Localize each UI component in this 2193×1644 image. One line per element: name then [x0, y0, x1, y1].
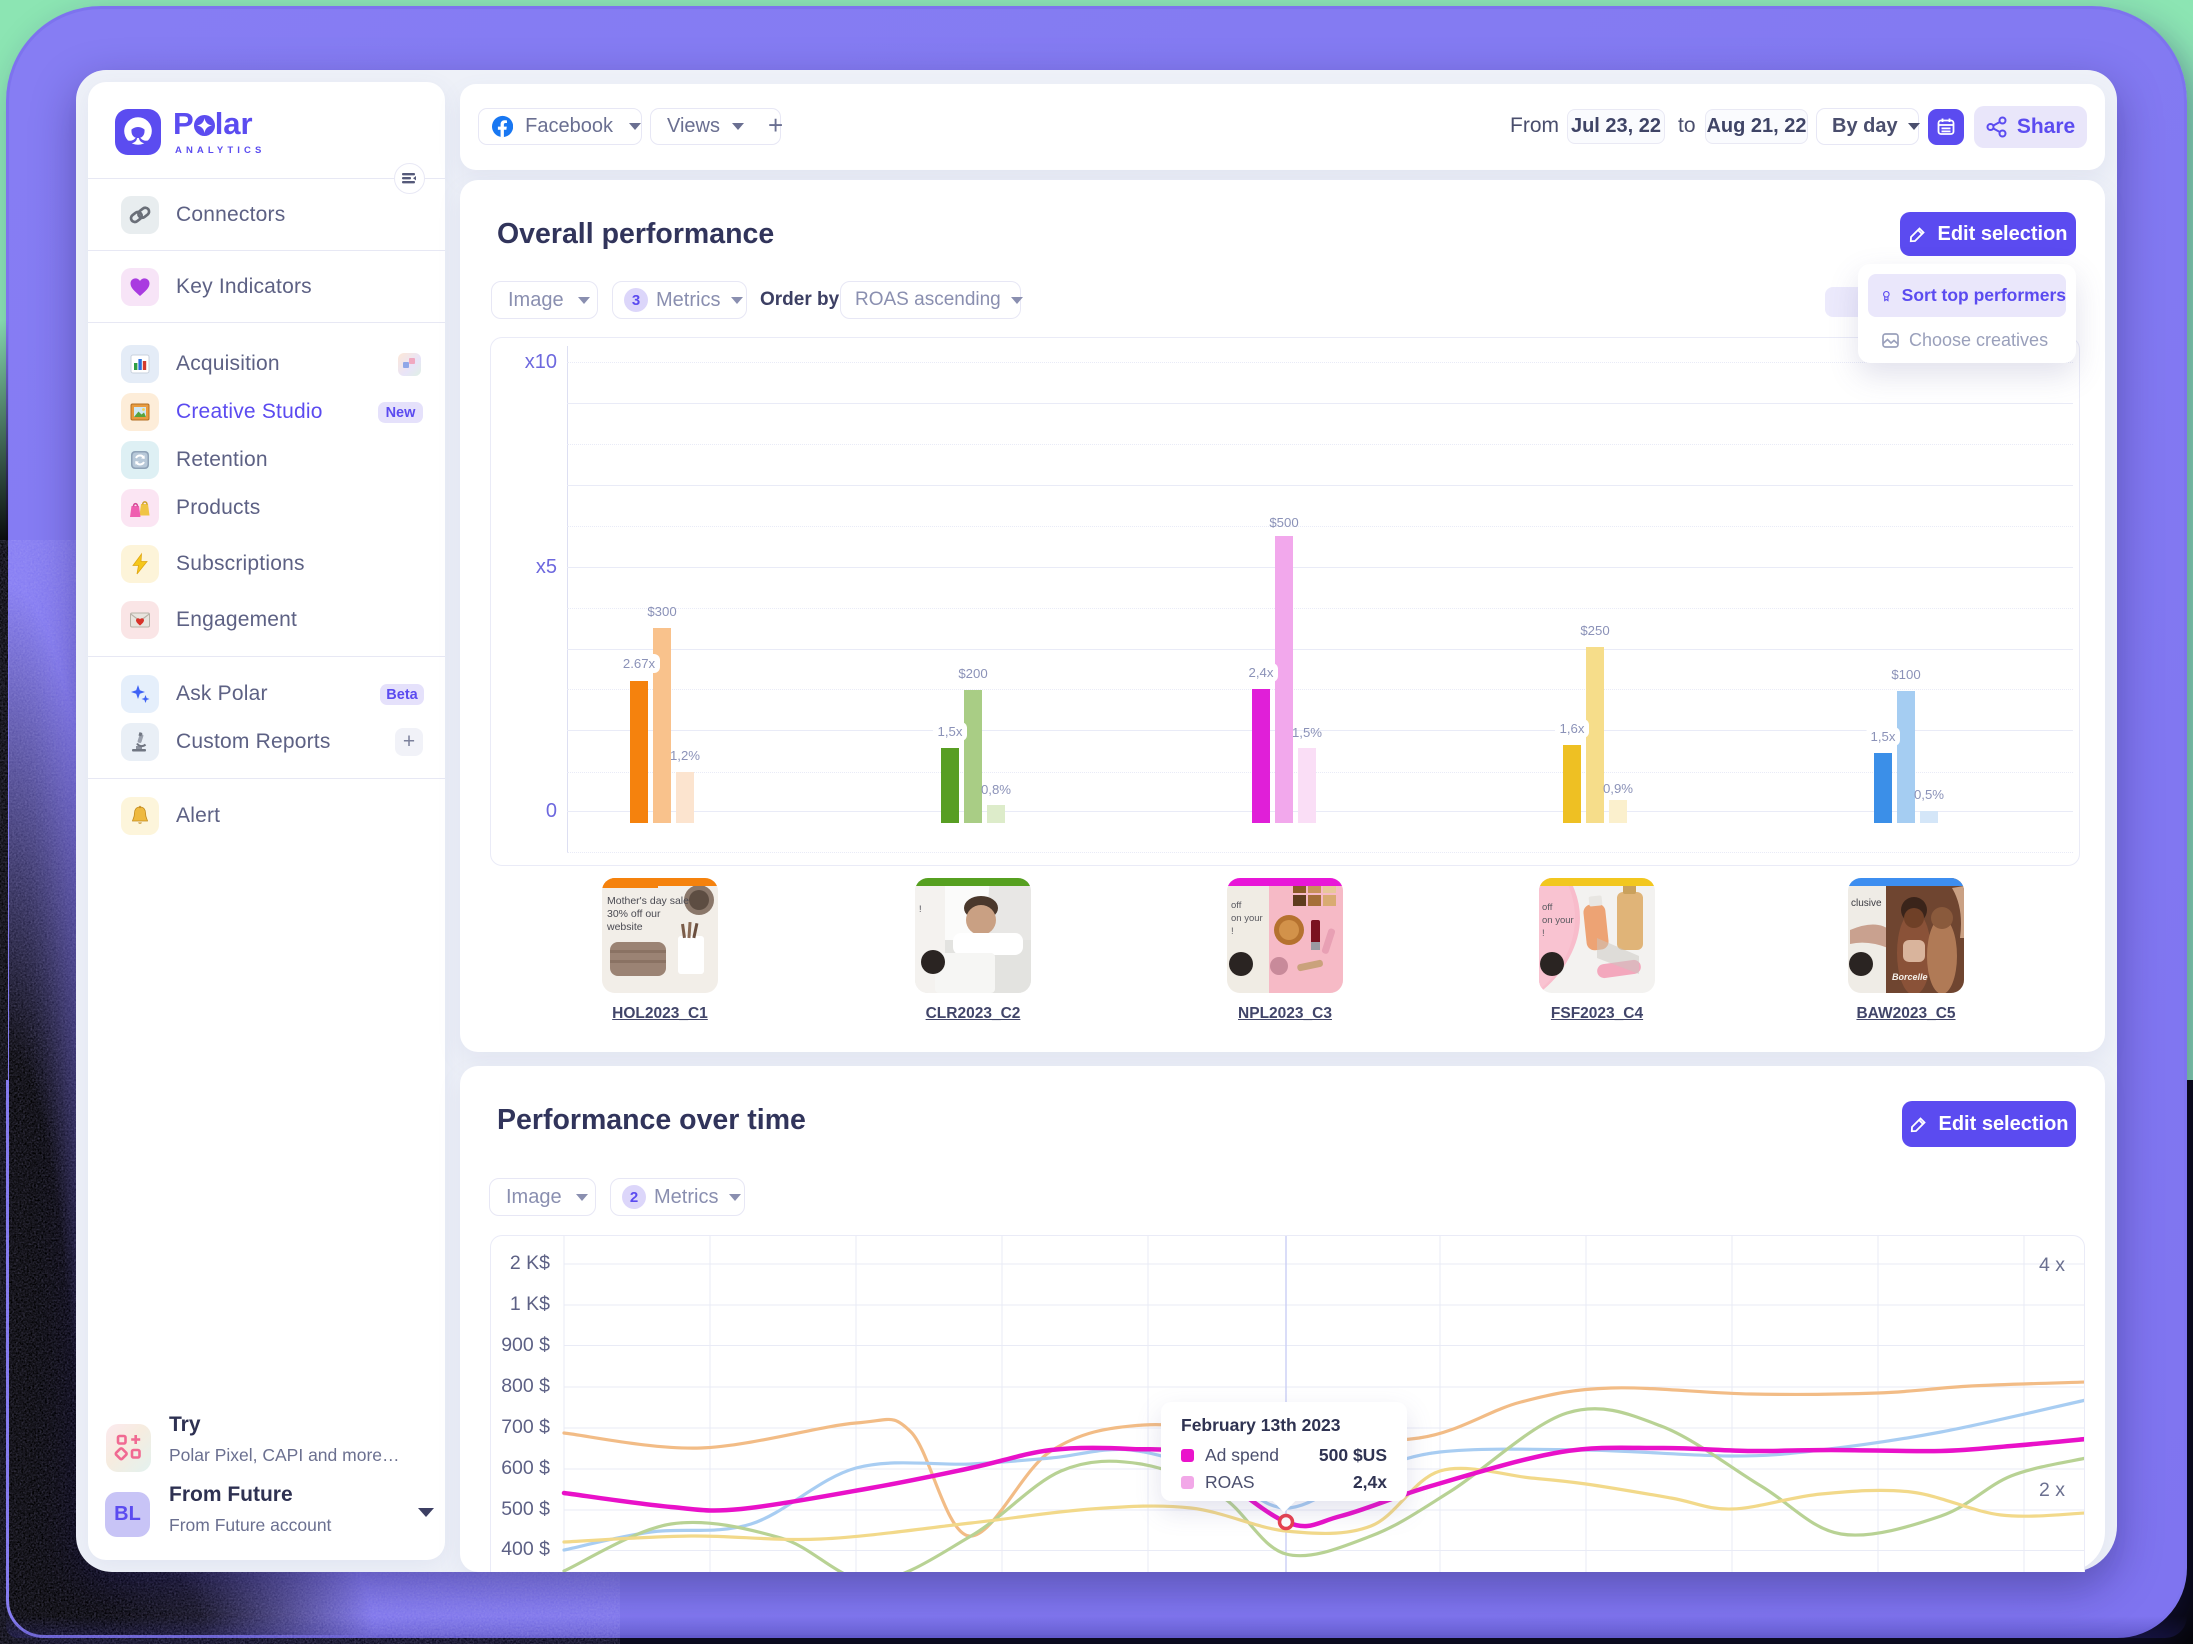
svg-text:!: ! — [1542, 928, 1545, 939]
svg-text:Mother's day sale: Mother's day sale — [607, 895, 689, 907]
svg-text:on your: on your — [1231, 913, 1263, 924]
svg-text:off: off — [1542, 902, 1553, 913]
svg-text:website: website — [606, 921, 643, 933]
svg-text:!: ! — [1231, 926, 1234, 937]
svg-text:clusive: clusive — [1851, 898, 1882, 909]
svg-text:!: ! — [919, 904, 922, 914]
svg-text:off: off — [1231, 900, 1242, 911]
svg-text:30% off our: 30% off our — [607, 908, 661, 920]
svg-text:on your: on your — [1542, 915, 1574, 926]
svg-text:Borcelle: Borcelle — [1892, 972, 1928, 982]
